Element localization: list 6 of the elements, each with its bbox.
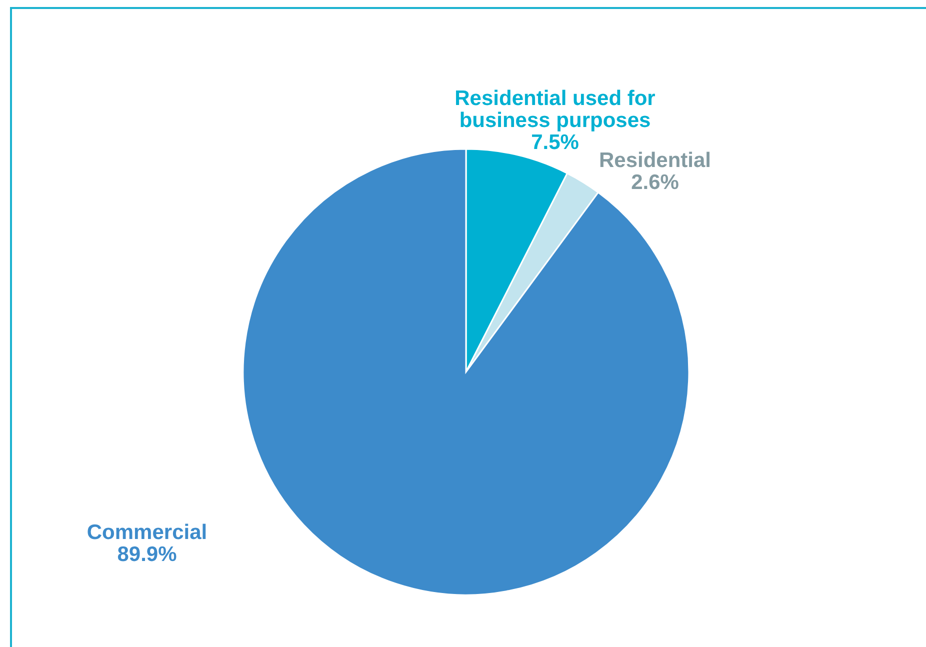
slice-label: Residential	[598, 149, 712, 172]
slice-label: Residential used for business purposes	[454, 87, 656, 132]
slice-label: Commercial	[86, 521, 208, 544]
data-label: 89.9%	[117, 543, 178, 566]
data-label: 7.5%	[531, 131, 580, 154]
data-label: 2.6%	[631, 171, 680, 194]
